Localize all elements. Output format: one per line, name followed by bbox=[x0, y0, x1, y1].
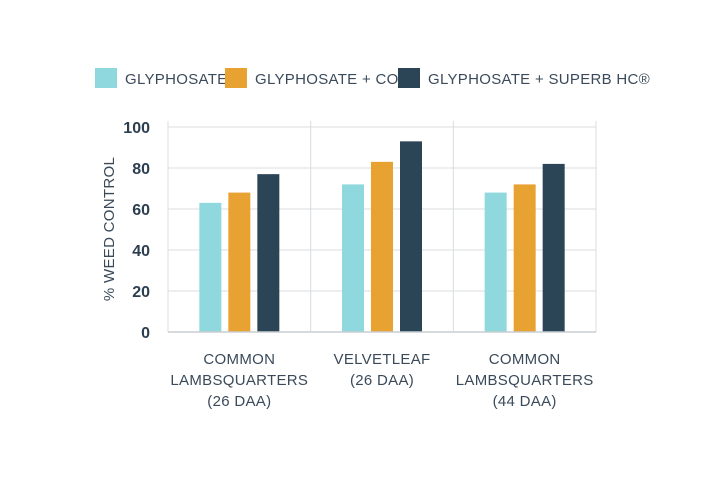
y-tick-labels: 0 20 40 60 80 100 bbox=[123, 120, 150, 342]
category-label: LAMBSQUARTERS bbox=[170, 372, 308, 389]
y-tick-label: 20 bbox=[132, 284, 150, 301]
category-label: COMMON bbox=[489, 351, 561, 368]
legend: GLYPHOSATE GLYPHOSATE + COC GLYPHOSATE + S… bbox=[95, 68, 650, 88]
y-tick-label: 0 bbox=[141, 325, 150, 342]
bars bbox=[199, 141, 565, 332]
legend-swatch bbox=[225, 68, 247, 88]
bar bbox=[199, 202, 222, 332]
category-label: (26 DAA) bbox=[207, 393, 271, 410]
legend-label: GLYPHOSATE + SUPERB HC® bbox=[428, 71, 650, 88]
category-label: (44 DAA) bbox=[493, 393, 557, 410]
bar bbox=[400, 141, 422, 332]
bar bbox=[228, 192, 251, 332]
category-label: (26 DAA) bbox=[350, 372, 414, 389]
y-tick-label: 60 bbox=[132, 202, 150, 219]
y-tick-label: 80 bbox=[132, 161, 150, 178]
legend-swatch bbox=[398, 68, 420, 88]
legend-label: GLYPHOSATE bbox=[125, 71, 227, 88]
bar bbox=[513, 184, 536, 332]
y-axis-title: % WEED CONTROL bbox=[101, 157, 118, 301]
bar bbox=[342, 184, 364, 332]
y-tick-label: 100 bbox=[123, 120, 150, 137]
bar bbox=[484, 192, 507, 332]
y-tick-label: 40 bbox=[132, 243, 150, 260]
bar bbox=[371, 161, 393, 332]
category-label: LAMBSQUARTERS bbox=[456, 372, 594, 389]
category-label: COMMON bbox=[203, 351, 275, 368]
category-labels: COMMON LAMBSQUARTERS (26 DAA) VELVETLEAF (26… bbox=[170, 351, 593, 410]
legend-swatch bbox=[95, 68, 117, 88]
bar bbox=[542, 163, 565, 332]
bar bbox=[257, 174, 280, 332]
legend-label: GLYPHOSATE + COC bbox=[255, 71, 410, 88]
category-label: VELVETLEAF bbox=[334, 351, 431, 368]
